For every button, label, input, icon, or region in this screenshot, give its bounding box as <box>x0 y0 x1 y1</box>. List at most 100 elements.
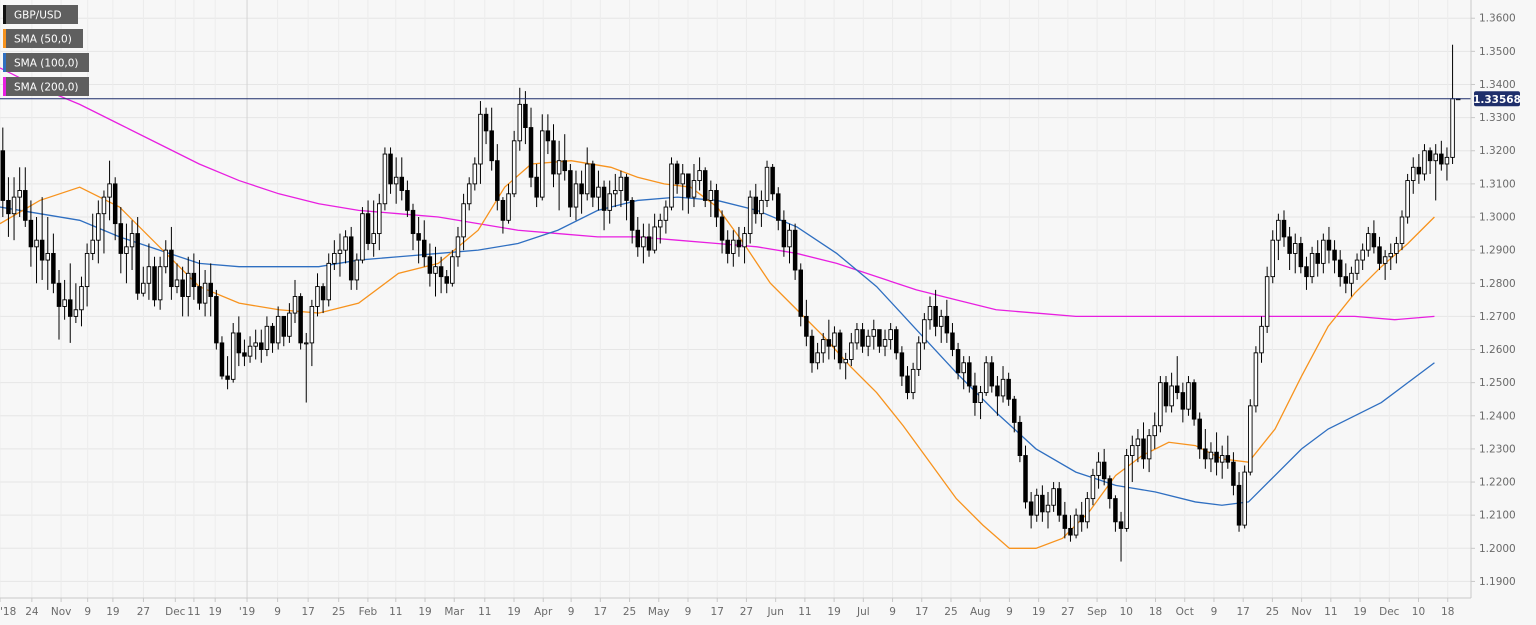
candle-body <box>28 219 34 248</box>
y-tick-label: 1.2400 <box>1479 410 1516 422</box>
candle-body <box>646 236 652 251</box>
candle-body <box>1242 471 1247 526</box>
candle <box>702 167 708 208</box>
candle <box>152 256 157 307</box>
candle-body <box>135 233 140 294</box>
candle-body <box>1354 259 1360 274</box>
candle <box>157 256 163 310</box>
candle <box>230 323 236 383</box>
candle <box>1405 173 1410 224</box>
candle <box>79 276 84 327</box>
candle <box>1096 452 1101 489</box>
candle <box>1292 233 1298 274</box>
y-tick-label: 1.3400 <box>1479 79 1516 91</box>
candle <box>309 299 315 367</box>
candle <box>607 180 612 224</box>
candle <box>67 263 73 343</box>
candle-body <box>393 176 399 185</box>
candle <box>776 187 781 231</box>
candle <box>781 210 787 257</box>
candle-body <box>540 130 545 198</box>
legend-item: SMA (50,0) <box>3 29 83 48</box>
candle-body <box>854 329 860 344</box>
candle <box>1163 376 1169 413</box>
candle-body <box>1405 180 1410 218</box>
candle <box>483 107 489 145</box>
candle <box>1253 346 1259 413</box>
candle-body <box>967 362 972 387</box>
candle-body <box>905 375 910 394</box>
legend-color-swatch <box>3 77 6 96</box>
candle-body <box>899 352 905 377</box>
candle <box>792 223 798 280</box>
candle <box>1006 372 1011 406</box>
candle <box>905 366 910 400</box>
candle <box>742 226 747 264</box>
candle <box>416 217 421 264</box>
candle-body <box>23 190 28 221</box>
candle <box>1248 399 1253 476</box>
candle-body <box>315 286 320 307</box>
x-tick-label: 19 <box>418 606 431 618</box>
legend-item: SMA (100,0) <box>3 53 89 72</box>
candle-body <box>534 176 539 198</box>
candle <box>955 342 961 380</box>
candle <box>556 140 562 211</box>
candle <box>1174 356 1180 400</box>
candle-body <box>1253 352 1259 407</box>
candle-body <box>551 140 556 175</box>
candle-body <box>405 190 410 211</box>
candle-body <box>798 269 803 317</box>
candle-body <box>708 190 714 201</box>
candle <box>405 180 410 218</box>
candle-body <box>253 342 258 347</box>
candle-body <box>691 180 697 198</box>
candle <box>1197 412 1202 459</box>
candle <box>584 147 590 201</box>
x-tick-label: '18 <box>0 606 16 618</box>
candle-body <box>877 329 882 347</box>
candle <box>635 217 641 257</box>
candle <box>714 183 719 227</box>
candle-body <box>871 329 877 337</box>
candle <box>686 173 691 214</box>
candle-body <box>809 335 815 364</box>
candle-body <box>910 368 916 394</box>
candle <box>1186 376 1191 416</box>
candle-body <box>1349 272 1354 284</box>
candle <box>1203 429 1208 469</box>
candle-body <box>584 163 590 195</box>
candle <box>1321 233 1326 274</box>
candle-body <box>1000 378 1006 397</box>
candle <box>1304 256 1309 290</box>
candle-body <box>1118 521 1124 529</box>
candle-body <box>1214 451 1219 463</box>
candle-body <box>348 236 354 281</box>
candle <box>562 134 567 181</box>
candle-body <box>466 183 472 205</box>
candle-body <box>1085 498 1090 523</box>
candle-body <box>34 239 39 248</box>
x-tick-label: Oct <box>1176 606 1194 618</box>
y-tick-label: 1.1900 <box>1479 576 1516 588</box>
candle-body <box>1281 219 1287 238</box>
candle <box>1141 422 1146 469</box>
candle <box>315 273 320 317</box>
candle-body <box>983 362 989 394</box>
x-tick-label: 19 <box>827 606 840 618</box>
candle <box>1231 452 1236 496</box>
candle-body <box>45 252 51 261</box>
candle-body <box>736 239 742 248</box>
candle-body <box>141 282 146 294</box>
candle-body <box>1422 150 1427 175</box>
candle <box>770 163 775 201</box>
legend-item: SMA (200,0) <box>3 77 89 96</box>
candle <box>708 180 714 218</box>
x-tick-label: '19 <box>239 606 255 618</box>
x-tick-label: Feb <box>359 606 378 618</box>
candle-body <box>669 163 674 208</box>
candle-body <box>523 103 528 129</box>
candle <box>6 177 11 237</box>
x-tick-label: Jul <box>856 606 870 618</box>
